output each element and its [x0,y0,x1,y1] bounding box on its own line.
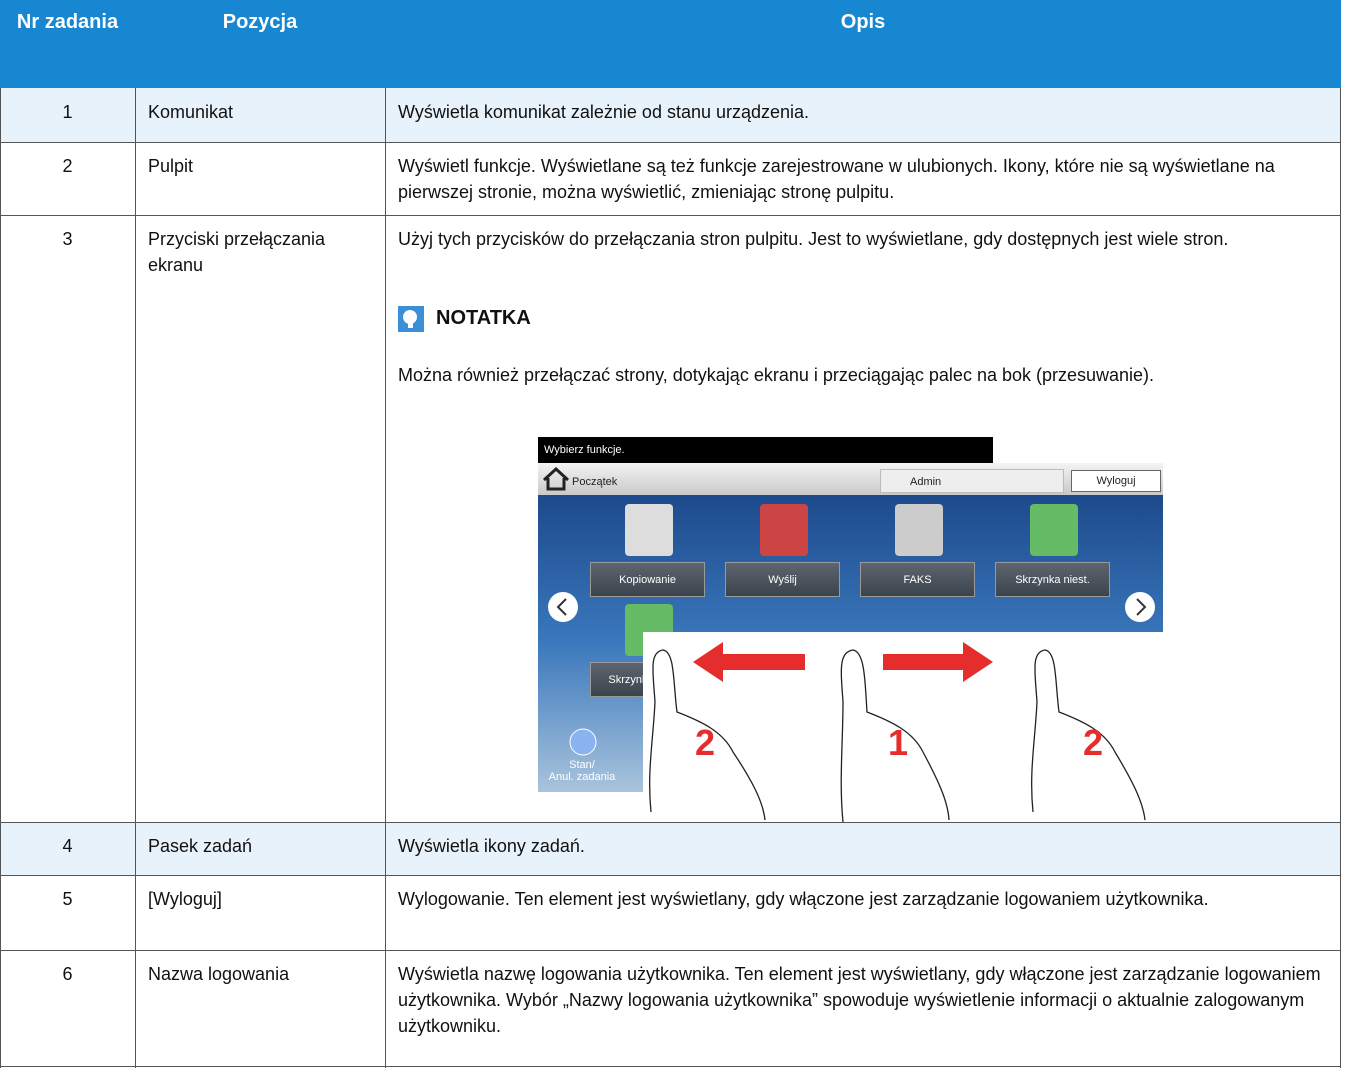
header-cell: Pozycja [135,0,385,88]
nr-cell: 4 [62,836,73,856]
item-cell: Pasek zadań [148,836,253,856]
gesture-number: 1 [888,722,909,763]
item-cell: [Wyloguj] [148,889,222,909]
desc-cell: Wyświetla nazwę logowania użytkownika. T… [398,964,1321,1036]
border [0,875,1341,876]
border [0,142,1341,143]
tile-icon [1030,504,1078,556]
nr-cell: 1 [62,102,73,122]
gesture-drawing [649,642,1146,822]
tile: Kopiowanie [590,562,705,597]
gesture-number: 2 [695,722,716,763]
nr-cell: 6 [62,964,73,984]
desc-cell: Użyj tych przycisków do przełączania str… [398,229,1229,249]
desc-cell: Wyświetla ikony zadań. [398,836,585,856]
border [0,822,1341,823]
nav-arrows [548,592,1155,622]
status-icon [569,728,597,756]
tile-icon [760,504,808,556]
gesture-number: 2 [1083,722,1104,763]
user: Admin [910,476,942,488]
nr-cell: 3 [62,229,73,249]
tile: FAKS [860,562,975,597]
header-cell: Nr zadania [0,0,135,88]
border [0,88,1,1068]
tile-icon [625,504,673,556]
home: Początek [572,476,618,488]
message-bar [538,437,993,463]
header-cell: Opis [385,0,1341,88]
status: Stan/ Anul. zadania [548,759,616,783]
home-icon [542,467,570,491]
tile: Skrzynka niest. [995,562,1110,597]
tile-icon [895,504,943,556]
note-title: NOTATKA [436,307,531,329]
border [1340,88,1341,1068]
message: Wybierz funkcje. [544,444,625,456]
note-text: Można również przełączać strony, dotykaj… [398,365,1155,385]
note-icon [398,306,424,332]
logout-button: Wyloguj [1071,470,1161,492]
desc-cell: Wyświetla komunikat zależnie od stanu ur… [398,102,810,122]
desc-cell: Wyświetl funkcje. Wyświetlane są też fun… [398,156,1275,202]
border [0,1066,1341,1067]
item-cell: Komunikat [148,102,234,122]
user-box [880,469,1064,493]
nr-cell: 2 [62,156,73,176]
row-bg [0,822,1341,875]
border [135,88,136,1068]
row-bg [0,88,1341,142]
top-bar [538,463,1163,495]
item-cell: Pulpit [148,156,194,176]
tile: Wyślij [725,562,840,597]
border [0,950,1341,951]
border [0,215,1341,216]
nr-cell: 5 [62,889,73,909]
border [385,88,386,1068]
desc-cell: Wylogowanie. Ten element jest wyświetlan… [398,889,1209,909]
item-cell: Przyciski przełączania ekranu [148,229,326,275]
item-cell: Nazwa logowania [148,964,290,984]
